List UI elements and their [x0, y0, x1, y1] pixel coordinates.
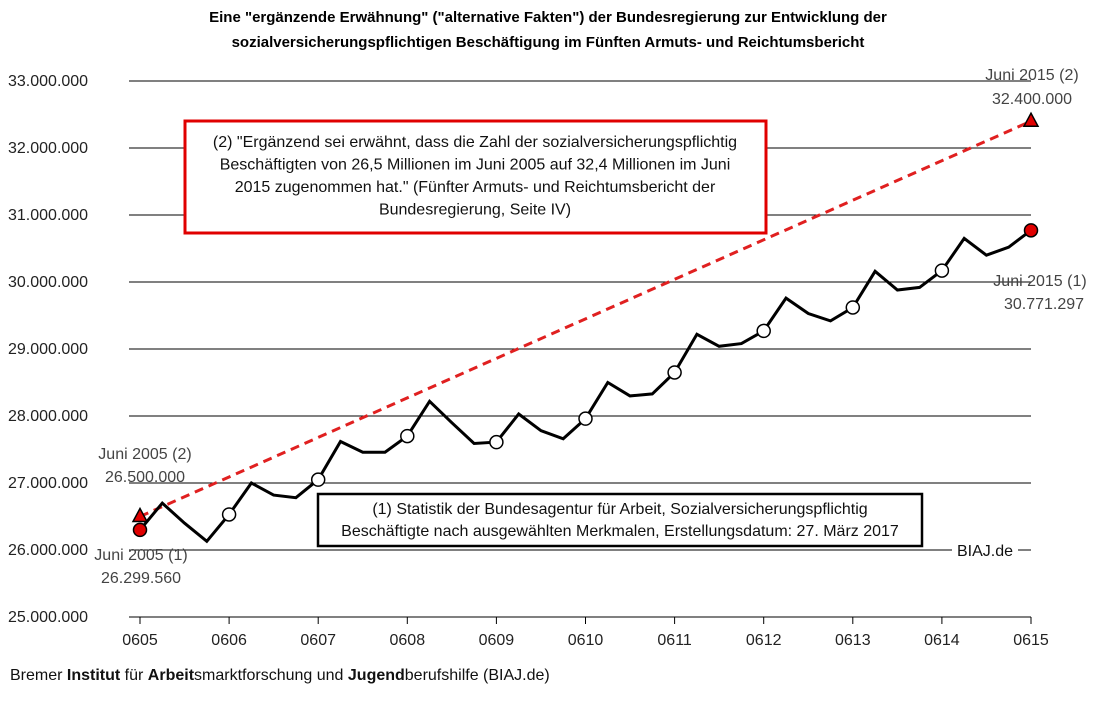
- y-tick-label: 25.000.000: [8, 609, 88, 626]
- x-tick-label: 0610: [568, 632, 604, 649]
- chart: Eine "ergänzende Erwähnung" ("alternativ…: [8, 9, 1087, 649]
- note-box-black: [316, 492, 924, 548]
- note-box-black-line: Beschäftigte nach ausgewählten Merkmalen…: [341, 523, 899, 540]
- x-tick-label: 0609: [479, 632, 515, 649]
- note-box-red-line: Beschäftigten von 26,5 Millionen im Juni…: [220, 157, 731, 174]
- series-1-endpoint-marker: [1023, 223, 1039, 238]
- footer-text: berufshilfe (BIAJ.de): [404, 667, 550, 684]
- note-box-red-line: 2015 zugenommen hat." (Fünfter Armuts- u…: [235, 179, 716, 196]
- annotation-start-2-label: Juni 2005 (2): [98, 446, 191, 463]
- series-1-june-marker: [845, 300, 861, 315]
- annotations: Juni 2005 (2) 26.500.000 Juni 2005 (1) 26.2…: [94, 67, 1086, 587]
- y-tick-label: 28.000.000: [8, 408, 88, 425]
- y-tick-label: 30.000.000: [8, 274, 88, 291]
- y-tick-label: 29.000.000: [8, 341, 88, 358]
- note-box-red-line: Bundesregierung, Seite IV): [379, 202, 571, 219]
- x-tick-label: 0607: [300, 632, 336, 649]
- series-1-june-marker: [221, 507, 237, 522]
- x-tick-label: 0606: [211, 632, 247, 649]
- x-tick-label: 0613: [835, 632, 871, 649]
- series-1-june-marker: [934, 263, 950, 278]
- y-tick-label: 27.000.000: [8, 475, 88, 492]
- y-tick-label: 26.000.000: [8, 542, 88, 559]
- annotation-end-2-label: Juni 2015 (2): [985, 67, 1078, 84]
- footer-bold: Jugend: [347, 667, 405, 684]
- chart-title-line: sozialversicherungspflichtigen Beschäfti…: [232, 34, 865, 51]
- y-tick-label: 33.000.000: [8, 73, 88, 90]
- x-tick-label: 0611: [657, 632, 692, 649]
- note-box-red: [183, 119, 768, 235]
- footer-bold: Arbeit: [147, 667, 195, 684]
- footer-bold: Institut: [66, 667, 121, 684]
- x-axis: 0605 0606 0607 0608 0609 0610 0611 0612 0613 0614…: [122, 616, 1049, 649]
- chart-title-line: Eine "ergänzende Erwähnung" ("alternativ…: [209, 9, 887, 26]
- y-axis: 25.000.000 26.000.000 27.000.000 28.000.000…: [8, 73, 88, 626]
- note-box-black-line: (1) Statistik der Bundesagentur für Arbe…: [372, 501, 867, 518]
- biaj-label: BIAJ.de: [957, 543, 1013, 560]
- note-boxes: (2) "Ergänzend sei erwähnt, dass die Zah…: [183, 119, 924, 548]
- chart-title: Eine "ergänzende Erwähnung" ("alternativ…: [209, 9, 887, 51]
- series-1-june-marker: [400, 428, 415, 444]
- series-1-june-marker: [489, 434, 504, 450]
- x-tick-label: 0608: [390, 632, 426, 649]
- annotation-start-1-label: Juni 2005 (1): [94, 547, 187, 564]
- x-tick-label: 0615: [1013, 632, 1049, 649]
- series-1-june-marker: [578, 411, 593, 426]
- y-tick-label: 32.000.000: [8, 140, 88, 157]
- biaj-label-bg: [952, 538, 1018, 562]
- annotation-start-2-value: 26.500.000: [105, 469, 185, 486]
- footer-text: smarktforschung und: [194, 667, 348, 684]
- note-box-red-line: (2) "Ergänzend sei erwähnt, dass die Zah…: [213, 134, 737, 151]
- x-tick-label: 0614: [924, 632, 960, 649]
- annotation-end-1-label: Juni 2015 (1): [993, 273, 1086, 290]
- series-2-end-marker: [1022, 111, 1040, 127]
- footer-text: Bremer: [10, 667, 67, 684]
- annotation-end-1-value: 30.771.297: [1004, 296, 1084, 313]
- annotation-end-2-value: 32.400.000: [992, 91, 1072, 108]
- footer-credit: Bremer Institut für Arbeitsmarktforschun…: [10, 667, 550, 685]
- x-tick-label: 0605: [122, 632, 158, 649]
- series: [131, 111, 1040, 544]
- annotation-start-1-value: 26.299.560: [101, 570, 181, 587]
- series-1-june-marker: [310, 472, 326, 487]
- series-1-june-marker: [756, 323, 771, 339]
- x-tick-label: 0612: [746, 632, 782, 649]
- y-tick-label: 31.000.000: [8, 207, 88, 224]
- series-1-endpoint-marker: [132, 522, 148, 538]
- footer-text: für: [120, 667, 148, 684]
- series-2-dashed-line: [139, 119, 1032, 518]
- series-1-june-marker: [667, 365, 682, 380]
- series-2-start-marker: [131, 506, 149, 523]
